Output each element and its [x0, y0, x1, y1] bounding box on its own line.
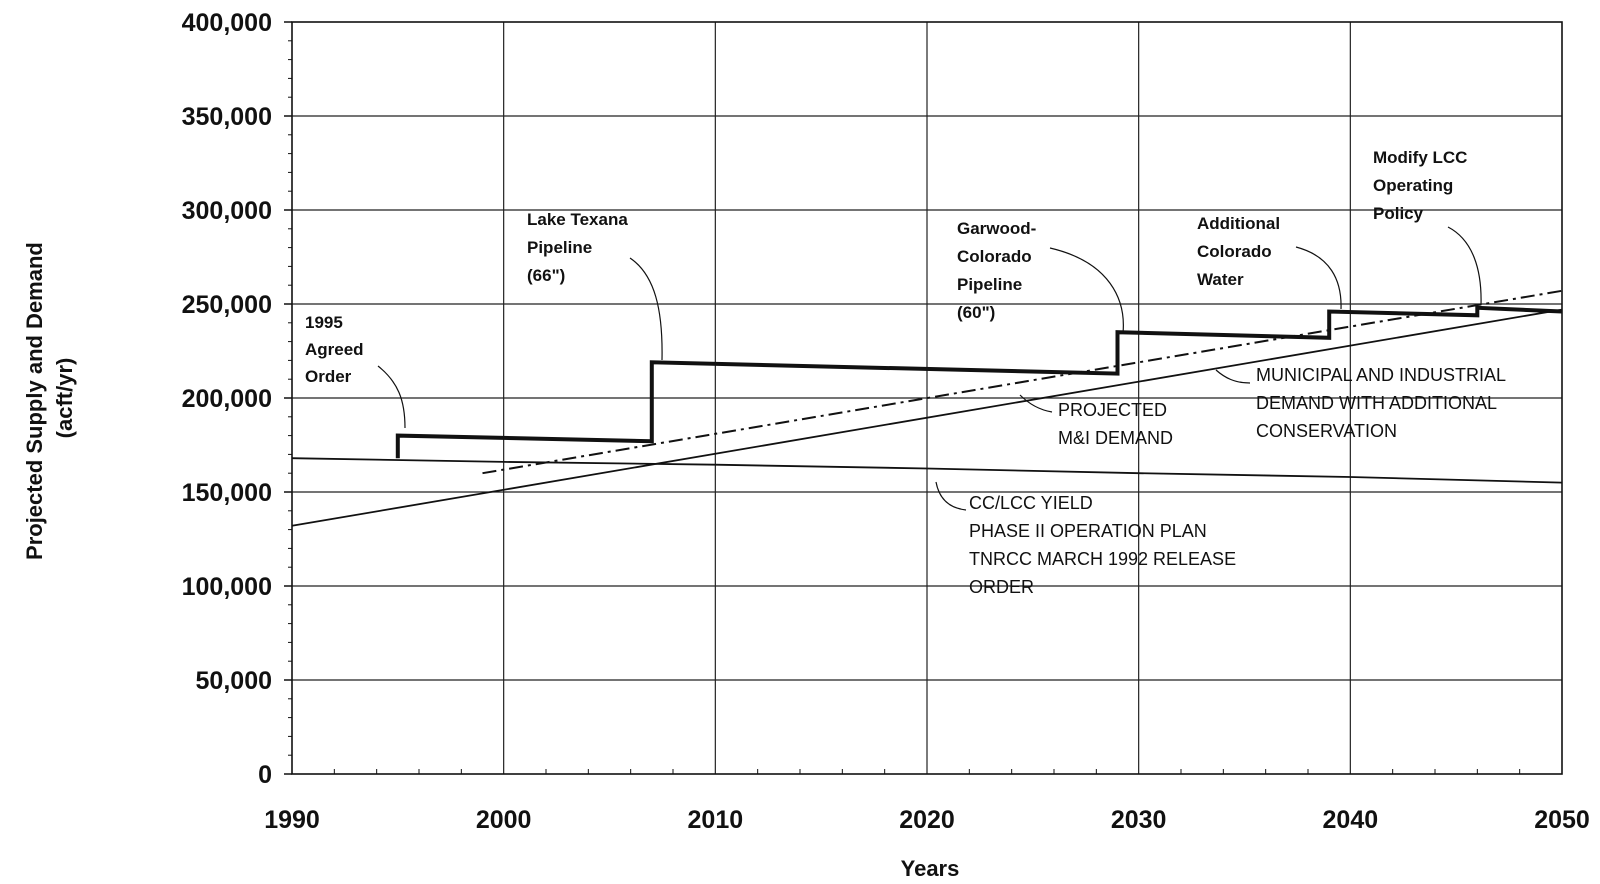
- annotation-line: Policy: [1373, 204, 1424, 223]
- x-tick-label: 2010: [688, 806, 744, 834]
- y-tick-label: 100,000: [182, 573, 272, 601]
- annotation-leader: [377, 365, 406, 429]
- annotations: 1995 Agreed Order Lake Texana Pipeline (66") G…: [305, 148, 1506, 597]
- annotation-line: (66"): [527, 266, 565, 285]
- annotation-yield-label: CC/LCC YIELD PHASE II OPERATION PLAN TNRCC…: [969, 493, 1236, 597]
- annotation-modify: Modify LCC Operating Policy: [1373, 148, 1467, 223]
- annotation-line: Pipeline: [957, 275, 1022, 294]
- y-axis-title: Projected Supply and Demand (acft/yr): [22, 236, 77, 560]
- annotation-line: Additional: [1197, 214, 1280, 233]
- x-tick-label: 2000: [476, 806, 532, 834]
- annotation-line: PHASE II OPERATION PLAN: [969, 521, 1207, 541]
- y-tick-label: 400,000: [182, 9, 272, 37]
- annotation-garwood: Garwood- Colorado Pipeline (60"): [957, 219, 1036, 322]
- series-line-projected-demand: [482, 289, 1563, 475]
- annotation-texana: Lake Texana Pipeline (66"): [527, 210, 628, 285]
- annotation-leader: [1049, 247, 1124, 334]
- annotation-line: 1995: [305, 313, 343, 332]
- y-tick-label: 200,000: [182, 385, 272, 413]
- annotation-leaders: [377, 226, 1482, 511]
- series-line-supply: [395, 305, 1563, 459]
- annotation-additional: Additional Colorado Water: [1197, 214, 1280, 289]
- annotation-line: ORDER: [969, 577, 1034, 597]
- annotation-leader: [1215, 369, 1251, 384]
- x-tick-label: 2050: [1534, 806, 1590, 834]
- annotation-line: CC/LCC YIELD: [969, 493, 1093, 513]
- annotation-mi-conservation: MUNICIPAL AND INDUSTRIAL DEMAND WITH ADDI…: [1256, 365, 1506, 441]
- annotation-line: Garwood-: [957, 219, 1036, 238]
- x-axis-title: Years: [901, 856, 960, 881]
- annotation-line: Colorado: [957, 247, 1032, 266]
- annotation-line: Lake Texana: [527, 210, 628, 229]
- annotation-line: (60"): [957, 303, 995, 322]
- annotation-line: Operating: [1373, 176, 1453, 195]
- y-axis-title-line-2: (acft/yr): [52, 358, 77, 439]
- x-tick-label: 2020: [899, 806, 955, 834]
- annotation-leader: [935, 481, 967, 511]
- annotation-line: Order: [305, 367, 352, 386]
- y-tick-label: 0: [258, 761, 272, 789]
- x-tick-label: 1990: [264, 806, 320, 834]
- annotation-leader: [629, 257, 663, 361]
- annotation-line: M&I DEMAND: [1058, 428, 1173, 448]
- annotation-line: Modify LCC: [1373, 148, 1467, 167]
- series-line-demand-conservation: [291, 308, 1563, 527]
- x-tick-label: 2030: [1111, 806, 1167, 834]
- gridlines: [292, 22, 1562, 774]
- y-tick-label: 150,000: [182, 479, 272, 507]
- annotation-line: MUNICIPAL AND INDUSTRIAL: [1256, 365, 1506, 385]
- annotation-line: DEMAND WITH ADDITIONAL: [1256, 393, 1497, 413]
- y-tick-label: 350,000: [182, 103, 272, 131]
- annotation-agreed-order: 1995 Agreed Order: [305, 313, 364, 386]
- annotation-leader: [1295, 246, 1342, 310]
- series: [291, 289, 1563, 527]
- series-line-yield: [291, 457, 1563, 484]
- y-axis: 0 50,000 100,000 150,000 200,000 250,000 300,0…: [182, 9, 292, 789]
- y-tick-label: 250,000: [182, 291, 272, 319]
- annotation-line: Water: [1197, 270, 1244, 289]
- annotation-leader: [1447, 226, 1482, 306]
- annotation-line: PROJECTED: [1058, 400, 1167, 420]
- annotation-projected-mi: PROJECTED M&I DEMAND: [1058, 400, 1173, 448]
- y-tick-label: 50,000: [196, 667, 272, 695]
- y-axis-title-line-1: Projected Supply and Demand: [22, 242, 47, 560]
- annotation-line: Pipeline: [527, 238, 592, 257]
- annotation-line: TNRCC MARCH 1992 RELEASE: [969, 549, 1236, 569]
- x-tick-label: 2040: [1323, 806, 1379, 834]
- annotation-line: Agreed: [305, 340, 364, 359]
- y-tick-label: 300,000: [182, 197, 272, 225]
- annotation-line: Colorado: [1197, 242, 1272, 261]
- annotation-leader: [1019, 394, 1053, 413]
- annotation-line: CONSERVATION: [1256, 421, 1397, 441]
- x-axis: 1990 2000 2010 2020 2030 2040 2050: [264, 769, 1590, 834]
